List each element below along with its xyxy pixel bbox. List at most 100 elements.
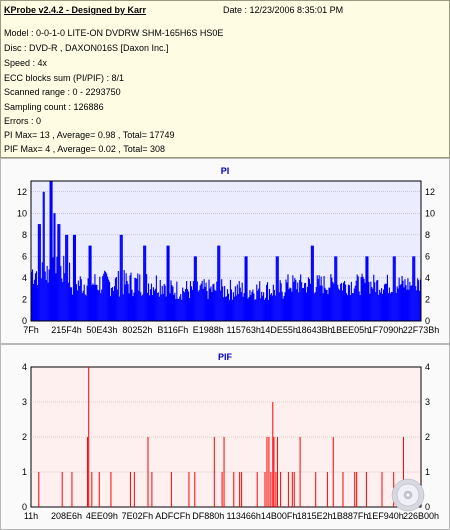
pi-bar	[356, 274, 358, 321]
pi-bar	[343, 280, 346, 321]
pi-bar	[178, 299, 180, 321]
pi-bar	[168, 245, 170, 321]
pi-bar	[364, 282, 366, 321]
pi-bar	[403, 287, 405, 321]
pi-bar	[137, 273, 139, 321]
pi-bar	[375, 292, 377, 321]
pi-bar	[275, 256, 277, 321]
y-tick-label-right: 10	[425, 208, 435, 218]
pi-bar	[281, 291, 283, 321]
pi-bar	[59, 224, 61, 321]
pi-bar	[233, 296, 235, 321]
pi-bar	[313, 293, 315, 321]
pi-bar	[131, 289, 133, 321]
pi-bar	[203, 279, 205, 321]
pi-bar	[148, 295, 151, 321]
info-speed: Speed : 4x	[4, 58, 48, 68]
x-tick-label: 22F73Bh	[403, 325, 440, 335]
pi-bar	[33, 279, 36, 321]
pi-bar	[348, 285, 350, 321]
pi-bar	[190, 286, 193, 321]
pi-bar	[206, 291, 208, 321]
pi-bar	[251, 291, 253, 321]
pi-chart-panel: PI 0 0 2 2 4 4 6 6 8 8 10 10 12 12 7Fh 215F4h 50E43h 80252…	[0, 158, 450, 344]
pi-bar	[369, 293, 371, 321]
pi-bar	[188, 297, 191, 321]
pi-bar	[318, 275, 320, 321]
pi-bar	[404, 279, 406, 321]
pi-bar	[263, 292, 265, 321]
pi-bar	[362, 276, 364, 321]
x-tick-label: 115763h	[227, 325, 261, 335]
pi-bar	[202, 288, 204, 321]
pi-bar	[346, 295, 349, 321]
pi-bar	[357, 276, 359, 321]
pi-bar	[47, 282, 49, 321]
pi-bar	[354, 285, 356, 321]
pi-bar	[48, 269, 50, 321]
pi-bar	[262, 295, 264, 321]
pi-bar	[118, 296, 120, 321]
pi-bar	[96, 284, 98, 321]
pi-bar	[133, 292, 135, 321]
pi-bar	[105, 271, 107, 321]
pi-bar	[36, 285, 38, 321]
pi-bar	[52, 257, 54, 321]
pi-bar	[367, 256, 369, 321]
pi-bar	[335, 256, 337, 321]
pi-bar	[81, 293, 83, 321]
pi-bar	[177, 298, 179, 321]
pi-bar	[259, 281, 261, 321]
pi-bar	[35, 271, 37, 321]
pi-bar	[199, 285, 201, 321]
pi-bar	[98, 290, 100, 321]
pi-bar	[223, 297, 225, 321]
pi-bar	[392, 256, 394, 321]
pi-bar	[198, 289, 200, 321]
x-tick-label: 1EF940h	[367, 511, 404, 521]
pi-bar	[278, 292, 280, 321]
pi-bar	[127, 284, 129, 321]
pi-bar	[151, 295, 154, 321]
pi-bar	[284, 292, 286, 321]
x-tick-label: 215F4h	[51, 325, 82, 335]
pi-bar	[187, 289, 189, 321]
pi-bar	[265, 284, 268, 321]
pi-bar	[67, 234, 69, 321]
x-tick-label: 113466h	[227, 511, 261, 521]
pi-bar	[221, 279, 223, 321]
pi-bar	[141, 295, 143, 321]
pi-bar	[360, 277, 362, 321]
pi-bar	[264, 299, 266, 321]
pi-bar	[324, 287, 326, 321]
pi-bar	[192, 281, 194, 321]
chart-title: PI	[221, 166, 230, 176]
pi-bar	[156, 293, 158, 321]
pi-bar	[38, 224, 40, 321]
pi-bar	[191, 289, 193, 321]
pi-bar	[145, 245, 147, 321]
pi-bar	[43, 191, 45, 321]
pi-bar	[70, 287, 72, 321]
pi-bar	[150, 283, 153, 321]
pi-bar	[189, 281, 192, 321]
pi-bar	[147, 292, 149, 321]
y-tick-label-right: 12	[425, 187, 435, 197]
pi-bar	[210, 286, 212, 321]
y-tick-label-right: 2	[425, 432, 430, 442]
pi-bar	[162, 293, 164, 321]
pi-bar	[110, 288, 113, 321]
pi-bar	[32, 283, 35, 321]
pi-bar	[382, 289, 385, 321]
pi-bar	[253, 293, 255, 321]
pi-bar	[83, 284, 85, 321]
pi-bar	[34, 273, 37, 321]
y-tick-label-right: 6	[425, 251, 430, 261]
pi-bar	[344, 284, 347, 321]
pi-bar	[365, 256, 367, 321]
pi-bar	[301, 282, 303, 321]
y-tick-label-left: 1	[22, 467, 27, 477]
pi-bar	[94, 274, 96, 321]
pi-bar	[405, 285, 407, 321]
pi-bar	[312, 245, 314, 321]
